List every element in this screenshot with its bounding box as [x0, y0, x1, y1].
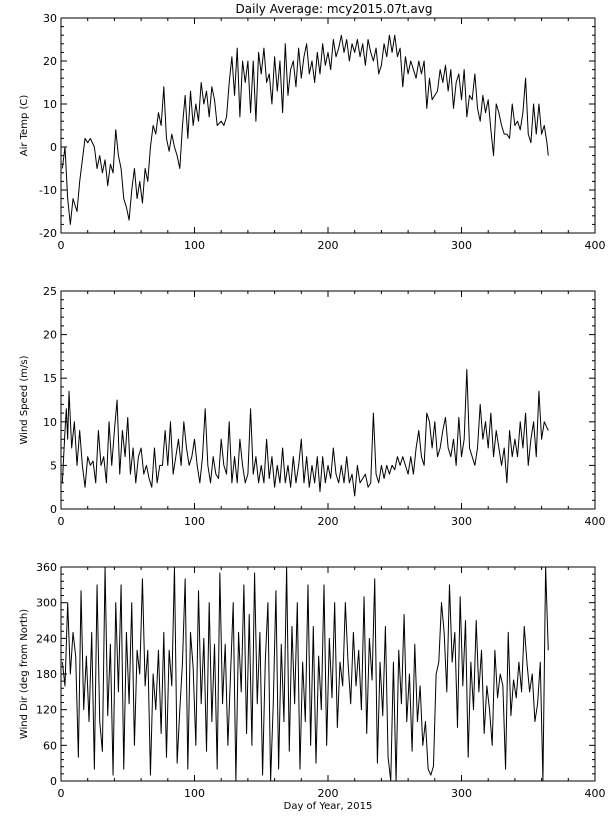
air-temp-panel: 0 100 200 300 400 -20 -10 0 10 20 30 Air Temp (C): [19, 12, 606, 252]
air-temp-y-tick-label: 0: [50, 141, 57, 154]
wind-dir-x-tick-label: 400: [585, 787, 606, 800]
wind-dir-x-tick-label: 0: [58, 787, 65, 800]
wind-dir-y-tick-label: 120: [36, 704, 57, 717]
wind-speed-x-tick-label: 400: [585, 515, 606, 528]
wind-speed-y-axis-label: Wind Speed (m/s): [19, 355, 30, 444]
wind-dir-x-tick-label: 100: [184, 787, 205, 800]
air-temp-y-tick-label: -20: [39, 227, 57, 240]
wind-dir-y-tick-label: 0: [50, 775, 57, 788]
wind-speed-series-line: [61, 368, 549, 497]
wind-dir-series-line: [61, 566, 549, 782]
air-temp-y-axis-label: Air Temp (C): [19, 95, 30, 157]
wind-dir-y-tick-label: 180: [36, 668, 57, 681]
wind-speed-y-tick-label: 0: [50, 503, 57, 516]
wind-speed-x-tick-label: 300: [451, 515, 472, 528]
wind-dir-x-tick-label: 300: [451, 787, 472, 800]
air-temp-x-tick-label: 0: [58, 239, 65, 252]
wind-dir-y-axis-label: Wind Dir (deg from North): [19, 609, 30, 739]
air-temp-x-tick-label: 400: [585, 239, 606, 252]
wind-dir-y-tick-label: 300: [36, 597, 57, 610]
wind-dir-panel: 0 100 200 300 400 0 60 120 180 240 300 360 Wind Dir …: [19, 561, 606, 812]
wind-speed-panel: 0 100 200 300 400 0 5 10 15 20 25 Wind Speed (m/s): [19, 285, 606, 528]
air-temp-series-line: [61, 34, 549, 225]
wind-dir-y-tick-label: 360: [36, 561, 57, 574]
wind-dir-x-tick-label: 200: [318, 787, 339, 800]
wind-speed-plot-frame: [60, 290, 596, 510]
air-temp-y-tick-label: 30: [43, 12, 57, 25]
wind-speed-y-tick-label: 5: [50, 459, 57, 472]
air-temp-x-tick-label: 100: [184, 239, 205, 252]
air-temp-y-tick-label: 20: [43, 55, 57, 68]
wind-speed-y-tick-label: 15: [43, 372, 57, 385]
wind-dir-x-axis-label: Day of Year, 2015: [284, 801, 373, 812]
wind-speed-x-tick-label: 200: [318, 515, 339, 528]
wind-dir-y-tick-label: 60: [43, 739, 57, 752]
air-temp-y-tick-label: -10: [39, 184, 57, 197]
wind-speed-x-tick-label: 100: [184, 515, 205, 528]
air-temp-x-tick-label: 300: [451, 239, 472, 252]
wind-speed-x-tick-label: 0: [58, 515, 65, 528]
wind-speed-y-tick-label: 20: [43, 329, 57, 342]
air-temp-x-tick-label: 200: [318, 239, 339, 252]
chart-title: Daily Average: mcy2015.07t.avg: [236, 2, 433, 16]
wind-speed-y-tick-label: 10: [43, 416, 57, 429]
wind-dir-y-tick-label: 240: [36, 632, 57, 645]
wind-speed-y-tick-label: 25: [43, 285, 57, 298]
air-temp-y-tick-label: 10: [43, 98, 57, 111]
